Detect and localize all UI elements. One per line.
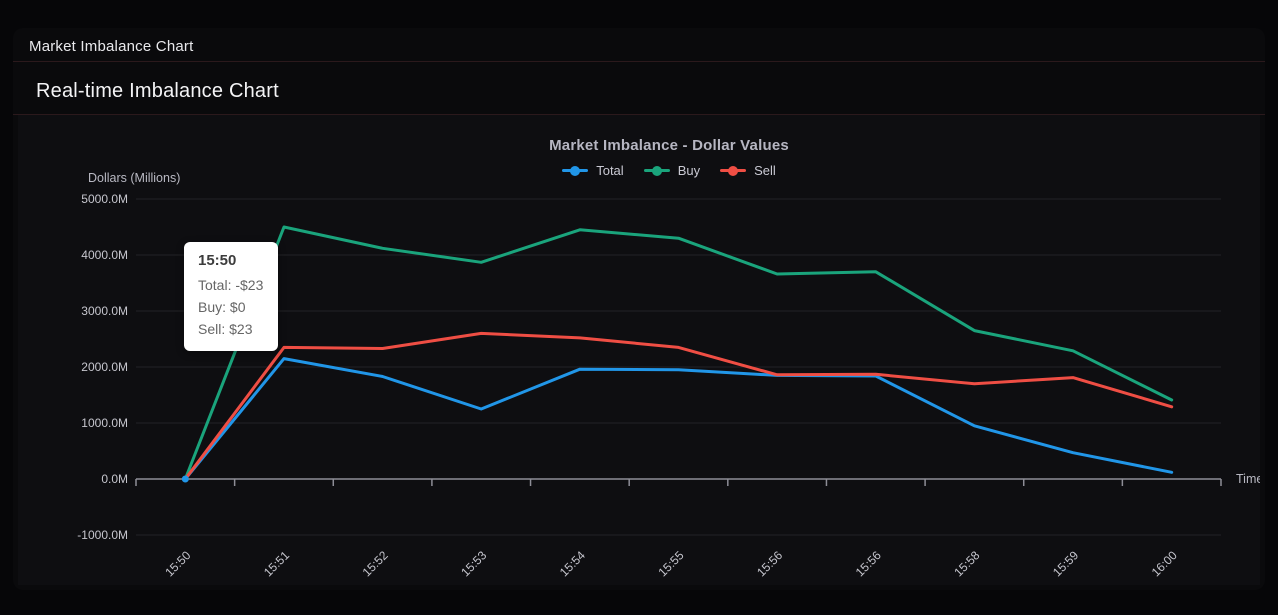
section-header: Real-time Imbalance Chart — [13, 62, 1265, 115]
x-tick-label: 15:59 — [1050, 548, 1081, 579]
series-line-total — [183, 357, 1174, 481]
y-tick-label: 0.0M — [101, 472, 128, 486]
x-tick-label: 15:54 — [557, 548, 588, 579]
x-tick-label: 16:00 — [1149, 548, 1180, 579]
y-tick-label: 3000.0M — [81, 304, 128, 318]
y-tick-label: 2000.0M — [81, 360, 128, 374]
series-line-sell — [183, 331, 1174, 481]
x-tick-label: 15:52 — [360, 548, 391, 579]
total-series-marker-icon — [562, 165, 589, 176]
app-window: Market Imbalance Chart Real-time Imbalan… — [13, 28, 1265, 590]
legend-item-sell[interactable]: Sell — [720, 163, 776, 178]
x-tick-label: 15:53 — [458, 548, 489, 579]
y-tick-label: -1000.0M — [77, 528, 128, 542]
chart-legend: Total Buy Sell — [78, 163, 1260, 178]
legend-label: Total — [596, 163, 624, 178]
x-axis-title: Time — [1236, 472, 1260, 486]
tooltip-row-buy: Buy: $0 — [198, 299, 246, 315]
y-tick-label: 4000.0M — [81, 248, 128, 262]
x-tick-label: 15:56 — [853, 548, 884, 579]
x-tick-label: 15:55 — [655, 548, 686, 579]
sell-series-marker-icon — [720, 165, 747, 176]
y-tick-label: 1000.0M — [81, 416, 128, 430]
tooltip-row-total: Total: -$23 — [198, 277, 264, 293]
y-tick-label: 5000.0M — [81, 192, 128, 206]
legend-item-buy[interactable]: Buy — [643, 163, 701, 178]
chart-header: Market Imbalance - Dollar Values Total B… — [78, 115, 1260, 178]
x-tick-label: 15:58 — [951, 548, 982, 579]
legend-label: Sell — [754, 163, 776, 178]
window-title-bar: Market Imbalance Chart — [13, 28, 1265, 62]
x-tick-label: 15:56 — [754, 548, 785, 579]
legend-item-total[interactable]: Total — [562, 163, 624, 178]
y-axis-title: Dollars (Millions) — [88, 171, 181, 185]
hover-point — [181, 475, 189, 483]
x-tick-label: 15:50 — [162, 548, 193, 579]
legend-label: Buy — [677, 163, 701, 178]
window-title: Market Imbalance Chart — [29, 38, 194, 55]
x-tick-label: 15:51 — [261, 548, 292, 579]
tooltip-row-sell: Sell: $23 — [198, 321, 253, 337]
buy-series-marker-icon — [643, 165, 670, 176]
chart-panel: Market Imbalance - Dollar Values Total B… — [18, 115, 1260, 585]
tooltip: 15:50 Total: -$23 Buy: $0 Sell: $23 — [184, 242, 278, 351]
line-chart[interactable]: 5000.0M 4000.0M 3000.0M 2000.0M 1000.0M 0.0M -… — [18, 115, 1260, 585]
series-line-buy — [183, 225, 1174, 481]
tooltip-title: 15:50 — [198, 252, 237, 269]
page-title: Real-time Imbalance Chart — [36, 79, 279, 102]
chart-title: Market Imbalance - Dollar Values — [549, 137, 789, 154]
